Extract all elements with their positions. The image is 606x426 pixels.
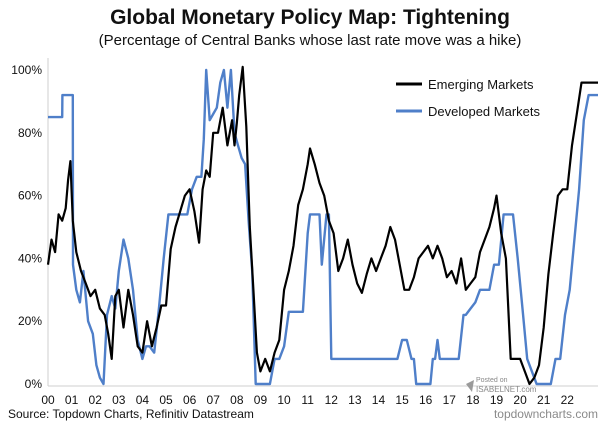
watermark-site-text: ISABELNET.com <box>476 385 537 394</box>
y-tick-label: 80% <box>18 126 42 140</box>
isabelnet-watermark: Posted on ISABELNET.com <box>466 377 537 394</box>
x-tick-label: 05 <box>159 393 173 407</box>
legend-label-emerging-markets: Emerging Markets <box>428 77 534 92</box>
x-tick-label: 01 <box>65 393 79 407</box>
watermark-posted-text: Posted on <box>476 377 508 384</box>
x-tick-label: 02 <box>89 393 103 407</box>
x-tick-labels: 00 01 02 03 04 05 06 07 08 09 10 11 12 13 14 15 16 17 18 19… <box>41 393 574 407</box>
chart-title: Global Monetary Policy Map: Tightening <box>110 6 510 29</box>
x-tick-label: 22 <box>561 393 575 407</box>
watermark-leaf-icon <box>466 380 474 392</box>
x-tick-label: 11 <box>301 393 314 407</box>
x-tick-label: 14 <box>372 393 386 407</box>
chart-subtitle: (Percentage of Central Banks whose last … <box>99 32 522 49</box>
x-tick-label: 07 <box>207 393 221 407</box>
plot-frame <box>47 58 598 387</box>
x-tick-label: 08 <box>230 393 244 407</box>
series-layer <box>46 65 598 386</box>
legend: Emerging Markets Developed Markets <box>396 77 540 119</box>
y-tick-label: 100% <box>11 63 42 77</box>
chart-source: Source: Topdown Charts, Refinitiv Datast… <box>8 407 254 421</box>
x-tick-label: 21 <box>537 393 551 407</box>
x-tick-label: 13 <box>348 393 362 407</box>
x-tick-label: 20 <box>513 393 527 407</box>
x-tick-label: 17 <box>443 393 457 407</box>
y-tick-label: 60% <box>18 189 42 203</box>
y-tick-label: 20% <box>18 314 42 328</box>
x-tick-label: 09 <box>254 393 268 407</box>
y-tick-label: 0% <box>25 377 43 391</box>
y-tick-label: 40% <box>18 251 42 265</box>
x-tick-label: 10 <box>277 393 291 407</box>
x-tick-label: 06 <box>183 393 197 407</box>
x-tick-label: 00 <box>41 393 55 407</box>
x-tick-label: 16 <box>419 393 433 407</box>
x-tick-label: 19 <box>490 393 504 407</box>
series-line-emerging-markets <box>46 65 598 386</box>
chart-website: topdowncharts.com <box>494 407 598 421</box>
x-tick-label: 18 <box>466 393 480 407</box>
x-tick-label: 15 <box>395 393 409 407</box>
legend-label-developed-markets: Developed Markets <box>428 104 540 119</box>
x-tick-label: 12 <box>325 393 339 407</box>
x-tick-label: 03 <box>112 393 126 407</box>
x-tick-label: 04 <box>136 393 150 407</box>
y-tick-labels: 0% 20% 40% 60% 80% 100% <box>11 63 42 391</box>
